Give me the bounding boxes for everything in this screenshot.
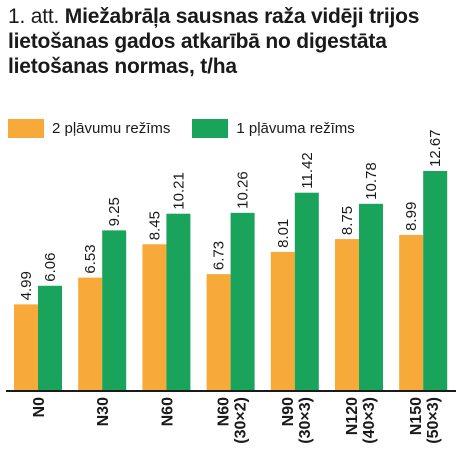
bar-s1-1 <box>78 277 103 391</box>
legend-item-1-cut: 1 pļāvuma režīms <box>192 118 355 138</box>
category-label-3: N60 <box>216 397 233 426</box>
category-label-5-sub: (40×3) <box>361 397 378 444</box>
data-label-s1-3: 6.73 <box>211 241 228 270</box>
data-label-s1-4: 8.01 <box>275 219 292 248</box>
bar-s2-2 <box>166 213 191 391</box>
bar-s2-0 <box>38 285 62 391</box>
bar-s2-4 <box>294 192 319 391</box>
legend-item-2-cuts: 2 pļāvumu režīms <box>8 118 171 138</box>
data-label-s2-3: 10.26 <box>235 171 252 209</box>
data-label-s2-4: 11.42 <box>299 152 316 188</box>
figure-number: 1. att. <box>8 5 60 28</box>
data-label-s2-0: 6.06 <box>42 253 59 282</box>
legend-label-2-cuts: 2 pļāvumu režīms <box>52 119 171 137</box>
category-label-1: N30 <box>95 397 112 426</box>
legend-swatch-2-cuts <box>8 118 44 138</box>
category-label-0: N0 <box>31 397 48 418</box>
bar-s1-4 <box>270 251 295 391</box>
bar-s1-0 <box>14 304 38 391</box>
category-label-6: N150 <box>408 397 425 435</box>
category-label-3-sub: (30×2) <box>233 397 250 444</box>
bar-s1-3 <box>206 274 231 391</box>
category-label-5: N120 <box>344 397 361 435</box>
bar-s2-6 <box>423 171 448 391</box>
category-label-4: N90 <box>280 397 297 426</box>
data-label-s2-2: 10.21 <box>170 172 187 210</box>
legend: 2 pļāvumu režīms 1 pļāvuma režīms <box>8 117 377 139</box>
data-label-s2-1: 9.25 <box>106 197 123 226</box>
data-label-s1-2: 8.45 <box>146 211 163 240</box>
bar-s1-6 <box>399 234 424 391</box>
legend-label-1-cut: 1 pļāvuma režīms <box>236 119 355 137</box>
figure-title-text: Miežabrāļa sausnas raža vidēji trijos li… <box>8 5 420 78</box>
data-label-s2-5: 10.78 <box>363 162 380 200</box>
bar-s1-5 <box>335 239 359 391</box>
data-label-s1-0: 4.99 <box>18 271 35 300</box>
bar-s2-5 <box>359 203 383 391</box>
data-label-s1-6: 8.99 <box>403 202 420 231</box>
data-label-s1-1: 6.53 <box>82 244 99 273</box>
bar-s1-2 <box>142 244 167 391</box>
legend-swatch-1-cut <box>192 118 229 138</box>
data-label-s2-6: 12.67 <box>427 129 444 167</box>
category-label-2: N60 <box>159 397 176 426</box>
bar-s2-3 <box>230 212 255 391</box>
category-label-6-sub: (50×3) <box>425 397 442 444</box>
category-label-4-sub: (30×3) <box>297 397 314 444</box>
bar-s2-1 <box>102 230 127 391</box>
data-label-s1-5: 8.75 <box>339 206 356 235</box>
chart-title: 1. att. Miežabrāļa sausnas raža vidēji t… <box>8 4 458 79</box>
